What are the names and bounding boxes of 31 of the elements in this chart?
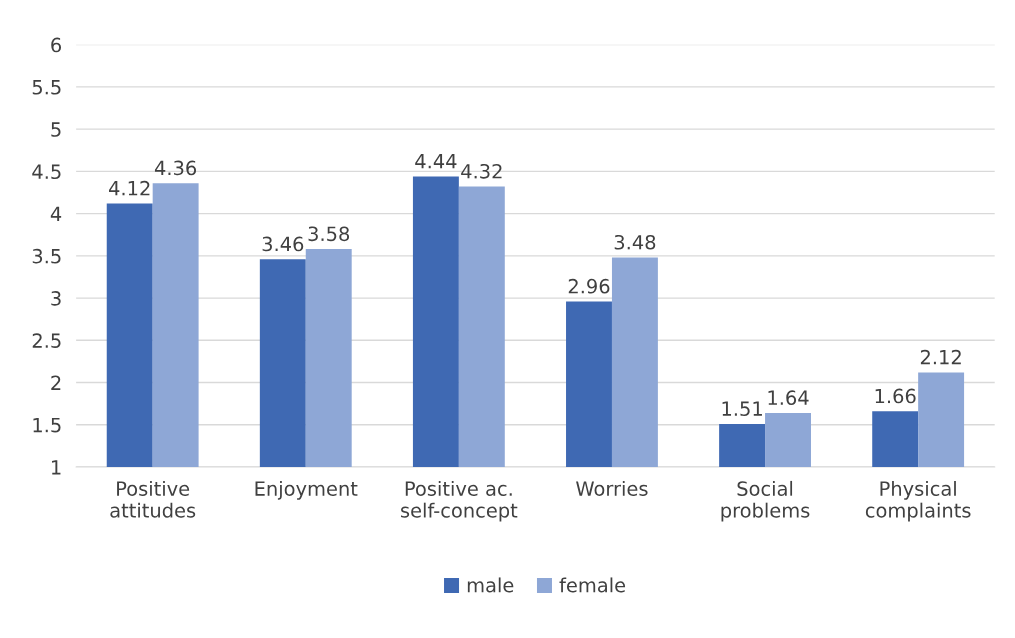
y-tick-label: 5 <box>51 122 61 137</box>
data-label: 1.51 <box>722 401 762 416</box>
x-tick-label: Positive ac. self-concept <box>401 480 518 522</box>
legend-label: male <box>467 577 514 593</box>
legend-label: female <box>559 577 626 593</box>
x-tick-label: Positive attitudes <box>110 480 196 518</box>
x-tick-label: Worries <box>576 480 648 496</box>
x-tick-label: Physical complaints <box>865 480 971 522</box>
y-tick-label: 6 <box>51 37 62 53</box>
data-label: 3.46 <box>262 236 304 252</box>
data-label: 1.64 <box>768 390 809 406</box>
y-tick-label: 4 <box>50 206 62 221</box>
data-label: 4.32 <box>461 163 502 179</box>
data-label: 4.44 <box>415 154 457 169</box>
y-tick-label: 2 <box>51 375 61 390</box>
y-tick-label: 2.5 <box>32 333 61 348</box>
data-label: 1.66 <box>875 388 916 404</box>
data-label: 3.58 <box>308 226 350 242</box>
x-tick-label: Enjoyment <box>255 480 358 500</box>
y-tick-label: 3.5 <box>32 248 61 264</box>
y-tick-label: 1 <box>52 460 61 475</box>
data-label: 3.48 <box>614 234 656 250</box>
data-label: 2.96 <box>568 278 610 294</box>
y-tick-label: 5.5 <box>32 80 61 95</box>
y-tick-label: 4.5 <box>32 164 61 180</box>
y-tick-label: 3 <box>51 291 61 306</box>
data-label: 2.12 <box>920 349 961 365</box>
x-tick-label: Social problems <box>721 480 810 522</box>
data-label: 4.12 <box>109 180 150 196</box>
y-tick-label: 1.5 <box>33 417 61 433</box>
data-label: 4.36 <box>154 160 197 176</box>
